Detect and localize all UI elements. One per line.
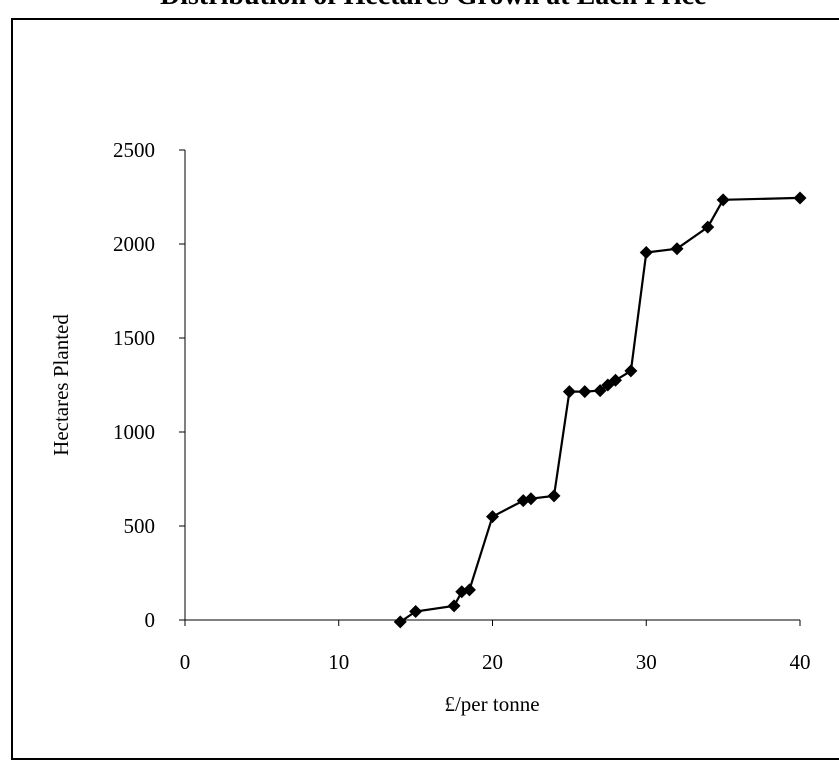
data-point-marker (578, 385, 592, 399)
data-point-marker (447, 599, 461, 613)
y-axis-label: Hectares Planted (49, 314, 73, 456)
x-axis-label: £/per tonne (444, 692, 539, 716)
y-tick-label: 2000 (113, 232, 155, 256)
x-tick-label: 0 (180, 650, 191, 674)
x-tick-label: 10 (328, 650, 349, 674)
data-point-marker (716, 193, 730, 207)
y-tick-label: 1000 (113, 420, 155, 444)
x-tick-label: 20 (482, 650, 503, 674)
data-point-marker (609, 373, 622, 387)
data-point-marker (462, 583, 476, 597)
series-line (399, 196, 801, 623)
x-tick-label: 40 (790, 650, 811, 674)
data-point-marker (486, 510, 499, 524)
data-point-marker (409, 605, 423, 619)
data-point-marker (670, 242, 684, 256)
data-point-marker (393, 615, 407, 629)
x-tick-label: 30 (636, 650, 657, 674)
data-point-marker (701, 220, 715, 234)
data-point-marker (562, 385, 576, 399)
data-point-marker (793, 191, 807, 205)
chart-title: Distribution of Hectares Grown at Each P… (160, 0, 706, 12)
data-point-marker (547, 489, 561, 503)
y-tick-label: 2500 (113, 138, 155, 162)
y-tick-label: 500 (124, 514, 156, 538)
data-point-marker (524, 492, 538, 506)
data-point-marker (593, 384, 607, 398)
data-point-marker (624, 364, 638, 378)
chart-frame (11, 18, 839, 760)
y-tick-label: 1500 (113, 326, 155, 350)
data-point-marker (639, 245, 653, 259)
y-tick-label: 0 (145, 608, 156, 632)
